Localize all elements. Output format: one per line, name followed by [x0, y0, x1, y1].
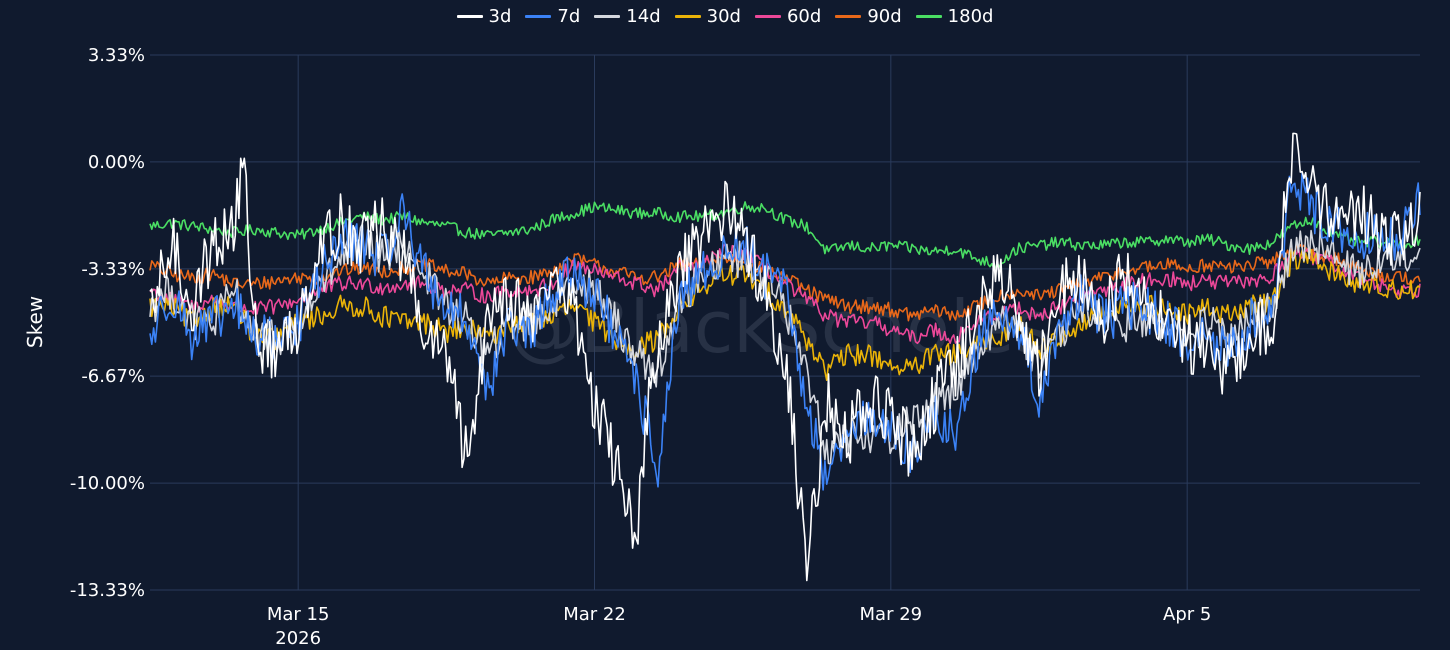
legend-label: 30d — [706, 6, 741, 27]
legend-swatch — [674, 15, 701, 18]
y-tick-label: 0.00% — [88, 152, 145, 173]
y-tick-label: -6.67% — [81, 366, 145, 387]
legend-item-7d[interactable]: 7d — [525, 6, 580, 27]
legend-item-14d[interactable]: 14d — [594, 6, 661, 27]
legend-swatch — [915, 15, 942, 18]
y-axis-title: Skew — [23, 296, 47, 348]
series-line-90d — [149, 243, 1421, 322]
legend-swatch — [594, 15, 621, 18]
legend-item-180d[interactable]: 180d — [915, 6, 994, 27]
legend-label: 90d — [867, 6, 902, 27]
x-tick-label: Apr 5 — [1163, 604, 1211, 625]
x-tick-label: Mar 15 — [267, 604, 330, 625]
series-line-60d — [149, 243, 1421, 345]
legend-item-90d[interactable]: 90d — [835, 6, 902, 27]
y-tick-label: -10.00% — [70, 473, 145, 494]
legend-swatch — [754, 15, 781, 18]
y-axis: 3.33% 0.00% -3.33% -6.67% -10.00% -13.33% — [70, 45, 145, 601]
legend-label: 3d — [488, 6, 512, 27]
legend-swatch — [835, 15, 862, 18]
series-line-30d — [149, 248, 1421, 382]
y-tick-label: 3.33% — [88, 45, 145, 66]
legend: 3d 7d 14d 30d 60d 90d 180d — [0, 6, 1450, 27]
x-axis: Mar 15 2026 Mar 22 Mar 29 Apr 5 — [267, 604, 1211, 649]
x-tick-year-label: 2026 — [275, 628, 321, 649]
x-tick-label: Mar 22 — [563, 604, 626, 625]
legend-label: 180d — [947, 6, 994, 27]
legend-swatch — [525, 15, 552, 18]
legend-label: 7d — [557, 6, 581, 27]
legend-item-3d[interactable]: 3d — [456, 6, 512, 27]
series-line-180d — [149, 201, 1421, 269]
y-tick-label: -3.33% — [81, 259, 145, 280]
legend-label: 14d — [626, 6, 661, 27]
legend-item-30d[interactable]: 30d — [674, 6, 741, 27]
grid-lines — [150, 54, 1420, 591]
legend-label: 60d — [786, 6, 822, 27]
legend-item-60d[interactable]: 60d — [754, 6, 822, 27]
legend-swatch — [456, 15, 483, 18]
series-line-3d — [149, 132, 1421, 582]
y-tick-label: -13.33% — [70, 580, 145, 601]
x-tick-label: Mar 29 — [860, 604, 923, 625]
series-lines — [149, 132, 1421, 582]
